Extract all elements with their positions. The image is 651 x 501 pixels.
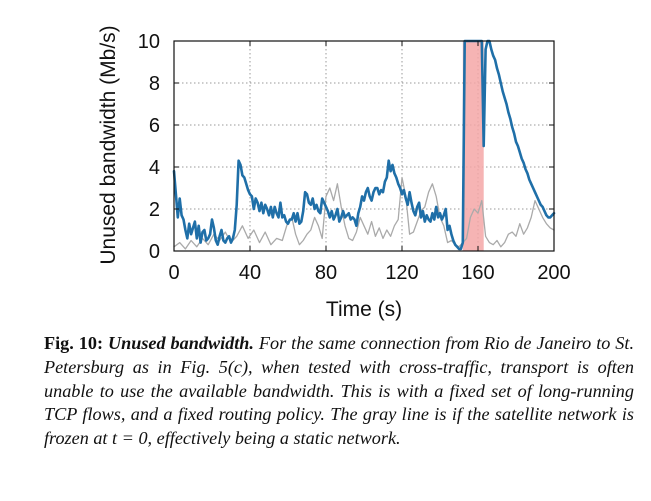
series-line-static-network <box>173 176 555 250</box>
axes <box>173 40 555 252</box>
series-layer <box>172 39 556 251</box>
x-axis-label: Time (s) <box>326 298 402 321</box>
figure-caption: Fig. 10: Unused bandwidth. For the same … <box>44 332 634 451</box>
caption-title: Unused bandwidth. <box>107 333 254 353</box>
y-tick-label: 10 <box>138 31 160 53</box>
x-tick-label: 40 <box>239 262 261 284</box>
y-tick-labels: 0 2 4 6 8 10 <box>138 31 160 263</box>
x-tick-label: 160 <box>461 262 494 284</box>
y-tick-label: 8 <box>149 73 160 95</box>
plot-frame <box>173 40 555 252</box>
x-tick-label: 120 <box>385 262 418 284</box>
x-tick-labels: 0 40 80 120 160 200 <box>168 262 570 284</box>
series-line-unused-bandwidth <box>172 39 556 251</box>
x-tick-label: 200 <box>537 262 570 284</box>
y-tick-label: 2 <box>149 199 160 221</box>
y-axis-label: Unused bandwidth (Mb/s) <box>97 25 120 264</box>
caption-label: Fig. 10: <box>44 333 104 353</box>
highlight-band <box>462 41 484 251</box>
caption-body: For the same connection from Rio de Jane… <box>44 333 635 449</box>
y-tick-label: 4 <box>149 157 160 179</box>
y-tick-label: 6 <box>149 115 160 137</box>
chart: 0 40 80 120 160 200 0 2 4 6 8 10 Time (s) Unused b… <box>97 25 571 321</box>
x-tick-label: 80 <box>315 262 337 284</box>
x-tick-label: 0 <box>168 262 179 284</box>
y-tick-label: 0 <box>149 241 160 263</box>
